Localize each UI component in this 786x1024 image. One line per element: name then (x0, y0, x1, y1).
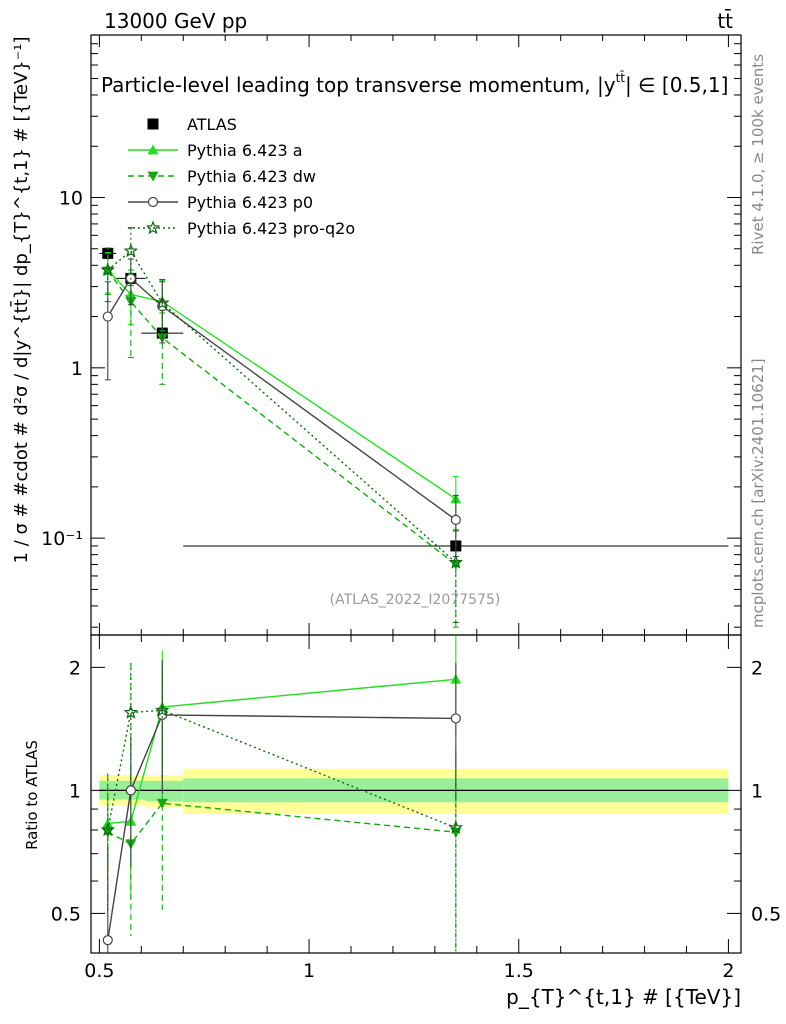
series-atlas (99, 247, 729, 552)
ratio-point (450, 713, 461, 724)
legend-marker (147, 144, 159, 155)
data-point (155, 295, 170, 310)
legend-label: Pythia 6.423 p0 (187, 193, 313, 212)
series-line (107, 249, 457, 564)
energy-label: 13000 GeV pp (104, 9, 247, 33)
main-y-label: 1 / σ # #cdot # d²σ / d|y^{tt̄}| dp_{T}^… (10, 37, 32, 564)
x-tick-label: 0.5 (84, 960, 114, 982)
mcplots-label: mcplots.cern.ch [arXiv:2401.10621] (749, 358, 767, 628)
ratio-point (448, 820, 464, 834)
ratio-series-pythia-6-423-pro-q2o (100, 661, 464, 953)
legend-marker (145, 220, 161, 235)
y-tick-label: 10⁻¹ (41, 528, 83, 550)
x-axis: 0.5 1 1.5 2 (84, 635, 734, 982)
data-point (123, 243, 139, 258)
ratio-line (107, 709, 457, 831)
x-axis-label: p_{T}^{t,1} # [{TeV}] (506, 985, 741, 1009)
series-line (107, 277, 457, 521)
legend-label: ATLAS (187, 115, 237, 134)
series-line (107, 270, 457, 566)
data-point (450, 514, 461, 525)
ratio-y-tick-label-right: 0.5 (751, 903, 781, 925)
legend-marker (147, 196, 159, 208)
legend-label: Pythia 6.423 dw (187, 167, 316, 186)
legend-marker (147, 118, 159, 130)
ratio-y-tick-label: 2 (69, 657, 81, 679)
ratio-y-label: Ratio to ATLAS (23, 740, 41, 850)
analysis-watermark: (ATLAS_2022_I2077575) (330, 592, 501, 608)
series-pythia-6-423-pro-q2o (100, 227, 464, 623)
process-label: tt̄ (717, 8, 733, 33)
x-tick-label: 1.5 (504, 960, 534, 982)
ratio-point (102, 935, 113, 946)
ratio-point (123, 704, 139, 719)
ratio-y-axis: 0.5 0.5 1 1 2 2 (51, 657, 781, 925)
legend-label: Pythia 6.423 a (187, 141, 303, 160)
ratio-y-tick-label-right: 1 (751, 780, 763, 802)
data-point (100, 262, 116, 277)
ratio-point (125, 785, 136, 796)
series-pythia-6-423-dw (102, 252, 462, 628)
ratio-line (107, 802, 456, 845)
ratio-y-tick-label-right: 2 (751, 657, 763, 679)
main-panel: 10⁻¹ 1 10 Particle-level leading top trans… (10, 34, 742, 636)
x-tick-label: 1 (303, 960, 315, 982)
data-point (448, 554, 464, 569)
ratio-line (107, 714, 456, 941)
rivet-label: Rivet 4.1.0, ≥ 100k events (749, 54, 767, 255)
series-line (107, 269, 457, 500)
ratio-series-pythia-6-423-a (102, 635, 462, 900)
y-tick-label: 10 (59, 188, 83, 210)
ratio-series-pythia-6-423-p0 (102, 660, 461, 953)
data-point (102, 311, 113, 322)
ratio-point (155, 702, 170, 717)
ratio-y-tick-label: 1 (69, 780, 81, 802)
main-title: Particle-level leading top transverse mo… (101, 71, 728, 97)
legend-marker (147, 171, 159, 182)
x-tick-label: 2 (722, 960, 734, 982)
series-pythia-6-423-p0 (102, 258, 461, 558)
legend: ATLAS Pythia 6.423 a Pythia 6.423 dw Pythia… (128, 115, 355, 238)
ratio-panel: 0.5 0.5 1 1 2 2 0.5 1 1.5 2 Ratio to ATLAS p_{T}… (23, 634, 781, 1009)
ratio-plot-frame (90, 634, 742, 954)
series-pythia-6-423-a (102, 252, 462, 532)
ratio-y-tick-label: 0.5 (51, 903, 81, 925)
main-y-axis: 10⁻¹ 1 10 (41, 34, 741, 635)
ratio-line (107, 678, 456, 825)
legend-label: Pythia 6.423 pro-q2o (187, 219, 355, 238)
uncertainty-band-inner (145, 780, 184, 802)
y-tick-label: 1 (71, 358, 83, 380)
data-point (102, 266, 114, 277)
ratio-point (156, 798, 168, 809)
ratio-point (100, 822, 116, 837)
